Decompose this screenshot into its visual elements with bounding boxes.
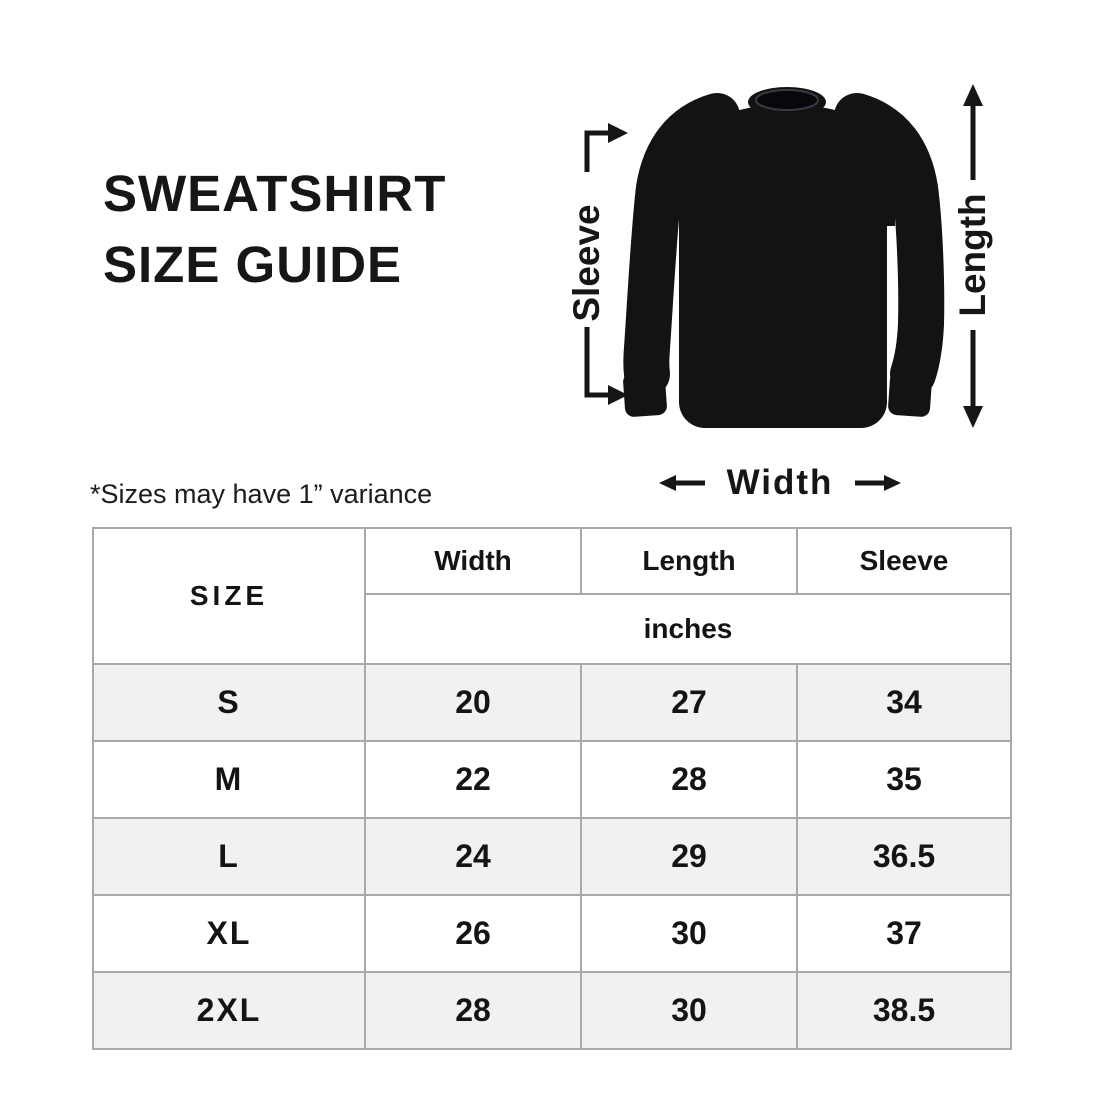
size-value: 2XL [92,971,366,1050]
length-measure-label: Length [952,193,993,317]
table-row-l: L 24 29 36.5 [92,817,1012,896]
sleeve-value: 38.5 [796,971,1012,1050]
width-value: 28 [364,971,582,1050]
size-value: L [92,817,366,896]
sleeve-value: 37 [796,894,1012,973]
length-column-header: Length [580,527,798,595]
page-title: SWEATSHIRT SIZE GUIDE [103,158,446,300]
width-value: 20 [364,663,582,742]
size-value: XL [92,894,366,973]
length-value: 30 [580,971,798,1050]
size-value: M [92,740,366,819]
sleeve-value: 35 [796,740,1012,819]
width-measure: Width [610,458,950,508]
length-value: 28 [580,740,798,819]
left-arrow-icon [658,475,705,491]
table-header-row: SIZE Width Length Sleeve [92,527,1012,665]
table-unit-row: inches [93,593,1012,665]
width-column-header: Width [364,527,582,595]
width-measure-label: Width [726,463,834,502]
width-value: 22 [364,740,582,819]
sleeve-value: 36.5 [796,817,1012,896]
table-row-s: S 20 27 34 [92,663,1012,742]
variance-note: *Sizes may have 1” variance [90,479,433,509]
sweatshirt-illustration [623,87,945,428]
size-table: SIZE Width Length Sleeve inches S 20 27 … [92,527,1012,1050]
sleeve-measure-label: Sleeve [566,204,607,322]
width-value: 24 [364,817,582,896]
sleeve-value: 34 [796,663,1012,742]
table-row-2xl: 2XL 28 30 38.5 [92,971,1012,1050]
size-column-header: SIZE [92,527,366,665]
sweatshirt-diagram: Sleeve Length Width [550,60,1020,505]
page-title-line2: SIZE GUIDE [103,236,403,293]
page-title-line1: SWEATSHIRT [103,165,447,222]
sleeve-column-header: Sleeve [796,527,1012,595]
table-row-m: M 22 28 35 [92,740,1012,819]
right-arrow-icon [855,475,902,491]
length-value: 30 [580,894,798,973]
length-value: 29 [580,817,798,896]
length-value: 27 [580,663,798,742]
table-row-xl: XL 26 30 37 [92,894,1012,973]
unit-header: inches [364,593,1012,665]
size-value: S [92,663,366,742]
width-value: 26 [364,894,582,973]
